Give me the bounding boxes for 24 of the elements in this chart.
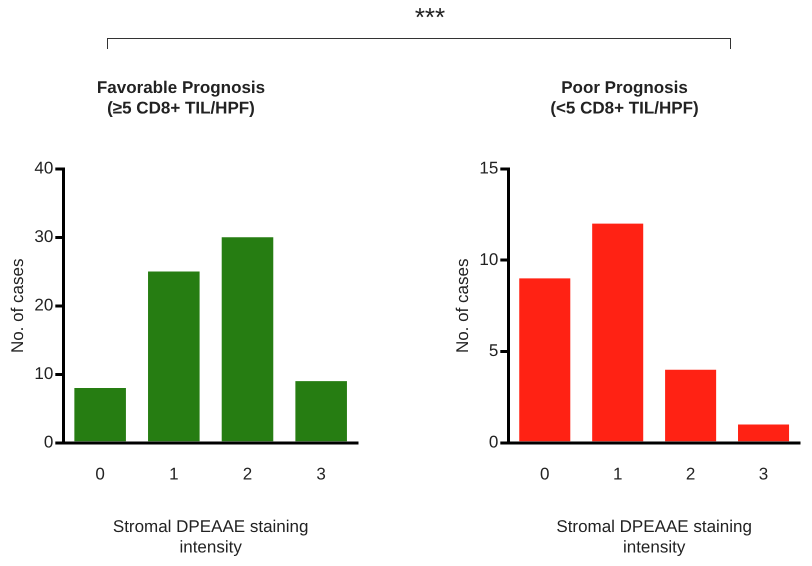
chart-title: Poor Prognosis (<5 CD8+ TIL/HPF) xyxy=(550,78,699,118)
y-tick-label: 0 xyxy=(488,432,498,452)
y-tick-label: 5 xyxy=(488,341,498,360)
x-tick-label: 1 xyxy=(612,464,622,484)
y-tick-label: 40 xyxy=(34,158,54,178)
y-tick-label: 15 xyxy=(479,158,498,178)
x-tick-label: 3 xyxy=(758,464,768,484)
y-tick-label: 20 xyxy=(34,295,54,314)
y-tick-label: 10 xyxy=(479,250,498,269)
x-tick-label: 0 xyxy=(95,464,105,484)
y-axis-title: No. of cases xyxy=(452,258,472,354)
y-axis-title: No. of cases xyxy=(8,258,27,354)
text: *** xyxy=(414,2,446,33)
y-tick-label: 30 xyxy=(34,226,54,246)
y-tick-label: 10 xyxy=(34,364,54,383)
chart-title: Favorable Prognosis (≥5 CD8+ TIL/HPF) xyxy=(96,78,266,118)
x-axis-title: Stromal DPEAAE staining intensity xyxy=(112,517,308,556)
x-tick-label: 3 xyxy=(316,464,326,484)
x-axis-title: Stromal DPEAAE staining intensity xyxy=(556,517,752,556)
y-tick-label: 0 xyxy=(44,432,54,452)
x-tick-label: 1 xyxy=(169,464,179,484)
x-tick-label: 0 xyxy=(540,464,550,484)
x-tick-label: 2 xyxy=(686,464,696,484)
x-tick-label: 2 xyxy=(242,464,252,484)
